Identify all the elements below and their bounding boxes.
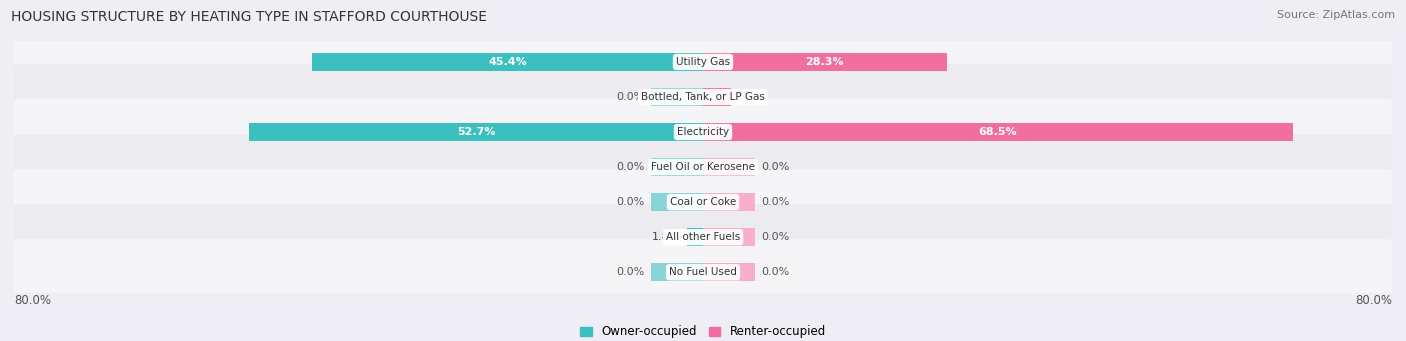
Text: Fuel Oil or Kerosene: Fuel Oil or Kerosene xyxy=(651,162,755,172)
FancyBboxPatch shape xyxy=(14,204,1392,271)
FancyBboxPatch shape xyxy=(14,28,1392,95)
Text: 0.0%: 0.0% xyxy=(762,232,790,242)
Bar xyxy=(688,228,703,246)
Text: 0.0%: 0.0% xyxy=(616,162,644,172)
Text: Utility Gas: Utility Gas xyxy=(676,57,730,67)
Text: 68.5%: 68.5% xyxy=(979,127,1018,137)
Text: 0.0%: 0.0% xyxy=(616,197,644,207)
Bar xyxy=(703,53,946,71)
Bar xyxy=(703,263,755,281)
Text: 0.0%: 0.0% xyxy=(762,162,790,172)
FancyBboxPatch shape xyxy=(13,239,1393,305)
FancyBboxPatch shape xyxy=(13,29,1393,95)
Bar xyxy=(651,263,703,281)
Text: No Fuel Used: No Fuel Used xyxy=(669,267,737,277)
Bar xyxy=(249,123,703,141)
Text: 80.0%: 80.0% xyxy=(1355,294,1392,307)
FancyBboxPatch shape xyxy=(14,168,1392,236)
Text: 28.3%: 28.3% xyxy=(806,57,844,67)
Bar xyxy=(312,53,703,71)
Bar xyxy=(703,158,755,176)
Text: 45.4%: 45.4% xyxy=(488,57,527,67)
FancyBboxPatch shape xyxy=(13,204,1393,270)
Text: 0.0%: 0.0% xyxy=(616,267,644,277)
Text: Coal or Coke: Coal or Coke xyxy=(669,197,737,207)
Text: Bottled, Tank, or LP Gas: Bottled, Tank, or LP Gas xyxy=(641,92,765,102)
FancyBboxPatch shape xyxy=(14,63,1392,131)
FancyBboxPatch shape xyxy=(14,133,1392,201)
Bar xyxy=(703,123,1294,141)
FancyBboxPatch shape xyxy=(13,99,1393,165)
Bar xyxy=(651,193,703,211)
Bar xyxy=(703,228,755,246)
FancyBboxPatch shape xyxy=(14,239,1392,306)
Text: 3.2%: 3.2% xyxy=(738,92,766,102)
Text: All other Fuels: All other Fuels xyxy=(666,232,740,242)
Text: 0.0%: 0.0% xyxy=(762,197,790,207)
FancyBboxPatch shape xyxy=(13,64,1393,130)
Text: HOUSING STRUCTURE BY HEATING TYPE IN STAFFORD COURTHOUSE: HOUSING STRUCTURE BY HEATING TYPE IN STA… xyxy=(11,10,488,24)
FancyBboxPatch shape xyxy=(13,169,1393,235)
FancyBboxPatch shape xyxy=(14,99,1392,166)
Text: 80.0%: 80.0% xyxy=(14,294,51,307)
Legend: Owner-occupied, Renter-occupied: Owner-occupied, Renter-occupied xyxy=(575,321,831,341)
FancyBboxPatch shape xyxy=(13,134,1393,200)
Text: 0.0%: 0.0% xyxy=(616,92,644,102)
Bar xyxy=(703,193,755,211)
Text: 0.0%: 0.0% xyxy=(762,267,790,277)
Text: 1.8%: 1.8% xyxy=(652,232,681,242)
Text: Electricity: Electricity xyxy=(676,127,730,137)
Text: 52.7%: 52.7% xyxy=(457,127,495,137)
Bar xyxy=(703,88,731,106)
Bar xyxy=(651,158,703,176)
Bar xyxy=(651,88,703,106)
Text: Source: ZipAtlas.com: Source: ZipAtlas.com xyxy=(1277,10,1395,20)
